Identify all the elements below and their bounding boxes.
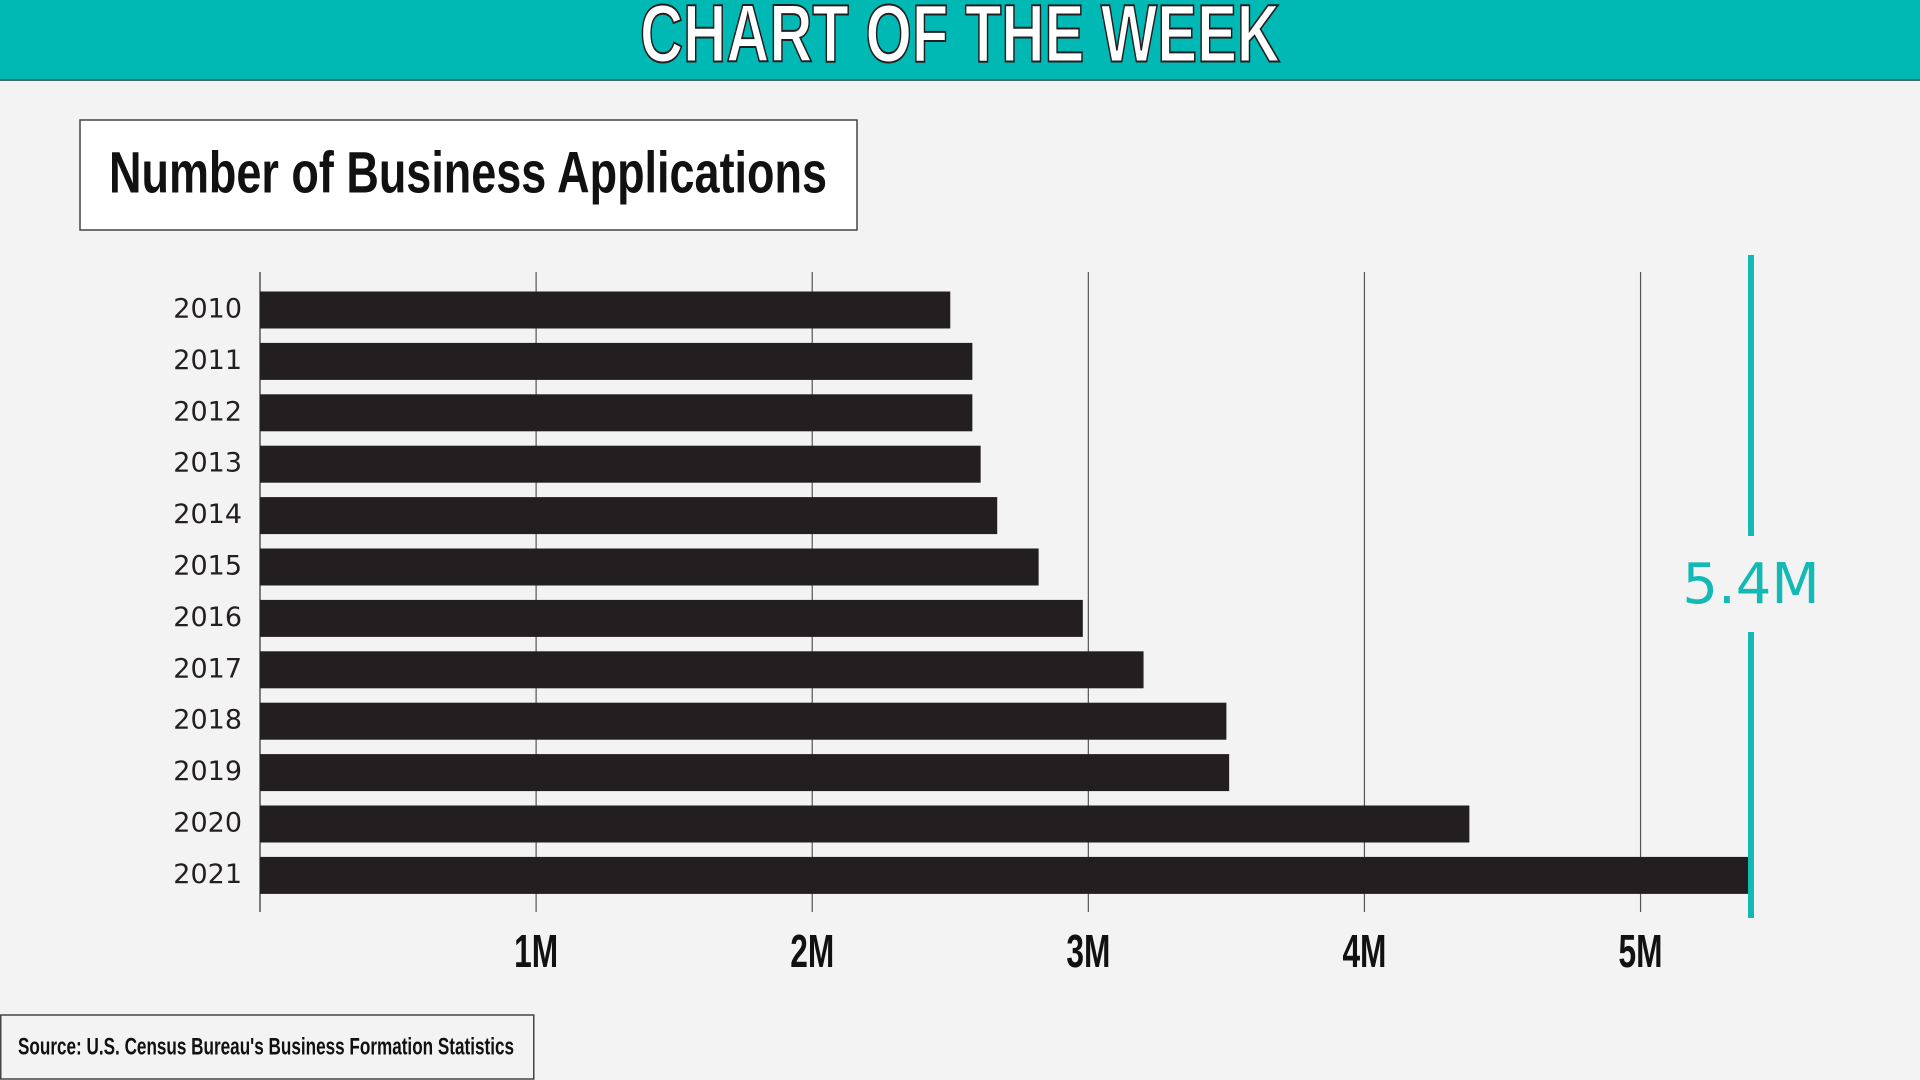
bar (260, 856, 1751, 894)
title-box (79, 119, 858, 231)
x-tick-label: 2M (790, 925, 834, 977)
y-tick-label: 2012 (173, 396, 242, 427)
bar (260, 342, 973, 380)
header-title: CHART OF THE WEEK (640, 0, 1280, 80)
y-tick-label: 2020 (173, 808, 242, 839)
bar (260, 497, 998, 535)
bar (260, 805, 1470, 843)
value-label: 5.4M (1682, 552, 1819, 617)
y-tick-label: 2015 (173, 551, 242, 582)
y-tick-label: 2019 (173, 756, 242, 787)
bar (260, 702, 1227, 740)
x-tick-label: 5M (1619, 925, 1663, 977)
x-tick-label: 3M (1066, 925, 1110, 977)
bar (260, 445, 981, 483)
y-tick-label: 2017 (173, 653, 242, 684)
source-note: Source: U.S. Census Bureau's Business Fo… (18, 1033, 514, 1060)
header-band (0, 0, 1920, 81)
plot-area: 1M 2M 3M 4M 5M 2010 2011 2012 2013 2014 2015 2016 20… (173, 255, 1820, 977)
y-tick-label: 2021 (173, 859, 242, 890)
y-tick-label: 2018 (173, 705, 242, 736)
bar (260, 599, 1083, 637)
y-tick-label: 2010 (173, 294, 242, 325)
y-tick-label: 2011 (173, 345, 242, 376)
x-tick-label: 4M (1342, 925, 1386, 977)
bar (260, 651, 1144, 689)
bar (260, 291, 951, 329)
source-box (0, 1014, 535, 1080)
x-tick-label: 1M (514, 925, 558, 977)
y-tick-label: 2014 (173, 499, 242, 530)
bar (260, 394, 973, 432)
y-tick-label: 2016 (173, 602, 242, 633)
bar (260, 754, 1230, 792)
chart-title: Number of Business Applications (109, 140, 827, 205)
y-tick-label: 2013 (173, 448, 242, 479)
bar (260, 548, 1039, 586)
